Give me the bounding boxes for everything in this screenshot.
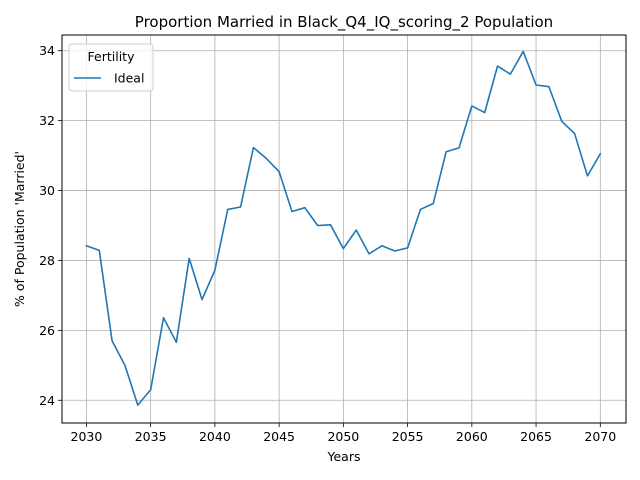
chart-title: Proportion Married in Black_Q4_IQ_scorin…	[135, 13, 553, 32]
x-tick-label: 2060	[456, 429, 488, 444]
x-tick-label: 2040	[199, 429, 231, 444]
x-tick-label: 2035	[135, 429, 167, 444]
x-tick-label: 2070	[584, 429, 616, 444]
legend: Fertility Ideal	[68, 43, 154, 92]
y-tick-label: 32	[39, 113, 55, 128]
series-lines	[85, 50, 602, 406]
y-tick-label: 26	[39, 323, 55, 338]
y-tick-label: 30	[39, 183, 55, 198]
x-axis-ticks: 2030 2035 2040 2045 2050 2055 2060 2065 2070	[71, 423, 616, 444]
x-tick-label: 2050	[327, 429, 359, 444]
x-tick-label: 2045	[263, 429, 295, 444]
legend-title: Fertility	[88, 49, 136, 64]
x-tick-label: 2055	[392, 429, 424, 444]
series-line-ideal	[85, 50, 602, 406]
x-axis-label: Years	[327, 449, 361, 464]
y-axis-label: % of Population 'Married'	[12, 151, 27, 307]
x-tick-label: 2065	[520, 429, 552, 444]
legend-box	[68, 43, 154, 92]
legend-label-ideal: Ideal	[114, 71, 144, 86]
grid-lines	[62, 35, 626, 423]
y-tick-label: 28	[39, 253, 55, 268]
y-tick-label: 34	[39, 43, 55, 58]
plot-frame	[61, 34, 627, 424]
x-tick-label: 2030	[71, 429, 103, 444]
y-axis-ticks: 24 26 28 30 32 34	[39, 43, 62, 408]
y-tick-label: 24	[39, 393, 55, 408]
